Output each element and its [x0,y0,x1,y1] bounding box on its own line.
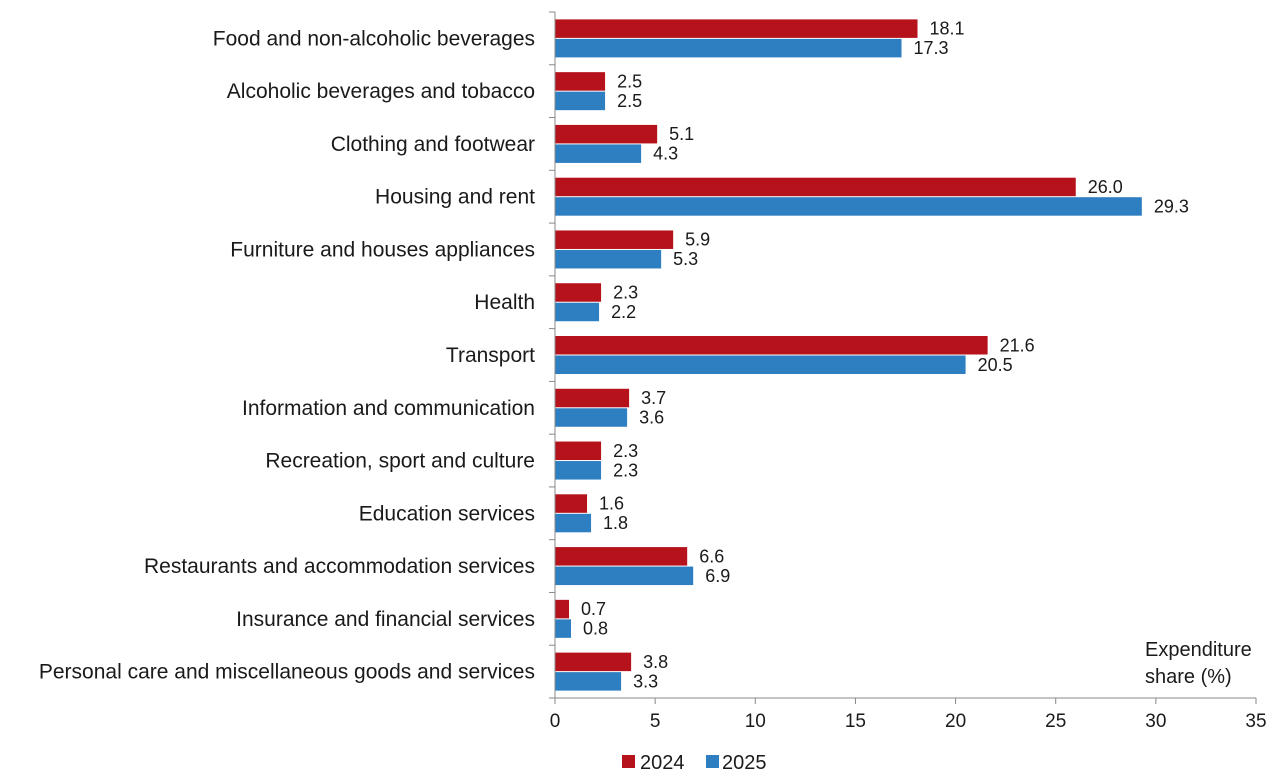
data-label-2025: 2.3 [613,460,638,480]
category-label: Recreation, sport and culture [265,450,535,473]
x-tick-label: 10 [745,711,766,732]
category-label: Transport [446,344,535,367]
category-label: Health [474,291,535,314]
x-axis-ticks: 0 5 10 15 20 25 30 35 [550,698,1267,732]
data-label-2025: 20.5 [978,355,1013,375]
legend-swatch-2024 [622,755,635,768]
bar-2025 [555,355,966,374]
data-label-2025: 29.3 [1154,196,1189,216]
category-label: Information and communication [242,397,535,420]
data-label-2024: 21.6 [1000,335,1035,355]
legend-label-2024: 2024 [640,752,685,774]
category-label: Personal care and miscellaneous goods an… [39,661,535,684]
bar-2024 [555,388,630,408]
data-label-2025: 17.3 [913,38,948,58]
category-labels: Food and non-alcoholic beverages Alcoholi… [39,27,535,683]
x-tick-label: 5 [650,711,661,732]
bar-2024 [555,124,658,144]
data-label-2025: 3.3 [633,671,658,691]
bar-2024 [555,72,606,91]
bar-2025 [555,672,622,691]
data-label-2025: 1.8 [603,513,628,533]
data-label-2024: 6.6 [699,546,724,566]
category-label: Alcoholic beverages and tobacco [227,80,535,103]
data-label-2024: 1.6 [599,494,624,514]
bar-2025 [555,91,606,111]
legend: 2024 2025 [622,752,767,774]
x-tick-label: 0 [550,711,561,732]
bar-2024 [555,652,632,672]
category-label: Food and non-alcoholic beverages [213,27,535,50]
x-tick-label: 35 [1245,711,1266,732]
bar-2025 [555,566,694,586]
data-label-2025: 5.3 [673,249,698,269]
data-label-2025: 2.5 [617,91,642,111]
data-label-2025: 6.9 [705,566,730,586]
x-tick-label: 20 [945,711,966,732]
x-tick-label: 15 [845,711,866,732]
category-label: Education services [359,502,535,525]
category-label: Clothing and footwear [331,133,535,156]
data-label-2025: 2.2 [611,302,636,322]
x-axis-title-line2: share (%) [1145,666,1232,688]
data-labels: 18.117.32.52.55.14.326.029.35.95.32.32.2… [581,19,1189,692]
x-axis-title-line1: Expenditure [1145,639,1252,661]
legend-swatch-2025 [706,755,719,768]
category-label: Insurance and financial services [236,608,535,631]
data-label-2024: 2.3 [613,282,638,302]
bar-2024 [555,177,1076,197]
bar-2025 [555,619,572,638]
bar-2024 [555,441,602,461]
data-label-2024: 5.9 [685,230,710,250]
data-label-2024: 3.8 [643,652,668,672]
legend-label-2025: 2025 [722,752,767,774]
bar-2025 [555,249,662,269]
bar-2024 [555,230,674,249]
bar-2024 [555,547,688,566]
x-tick-label: 25 [1045,711,1066,732]
data-label-2024: 2.5 [617,71,642,91]
bar-2025 [555,302,600,322]
data-label-2024: 18.1 [930,19,965,39]
bar-2024 [555,19,918,38]
data-label-2025: 3.6 [639,408,664,428]
x-tick-label: 30 [1145,711,1166,732]
category-label: Restaurants and accommodation services [144,555,535,578]
bar-2025 [555,408,628,427]
data-label-2024: 26.0 [1088,177,1123,197]
data-label-2024: 3.7 [641,388,666,408]
bar-2024 [555,599,570,619]
bar-2025 [555,144,642,163]
category-label: Furniture and houses appliances [230,238,535,261]
bar-2024 [555,283,602,302]
data-label-2024: 2.3 [613,441,638,461]
bar-2025 [555,513,592,533]
data-label-2024: 0.7 [581,599,606,619]
bar-2025 [555,38,902,58]
axes [549,11,1256,699]
bar-2025 [555,197,1142,216]
data-label-2024: 5.1 [669,124,694,144]
category-label: Housing and rent [375,186,535,209]
bars [555,19,1142,691]
data-label-2025: 4.3 [653,144,678,164]
bar-2024 [555,336,988,355]
data-label-2025: 0.8 [583,619,608,639]
bar-2025 [555,461,602,480]
bar-2024 [555,494,588,513]
